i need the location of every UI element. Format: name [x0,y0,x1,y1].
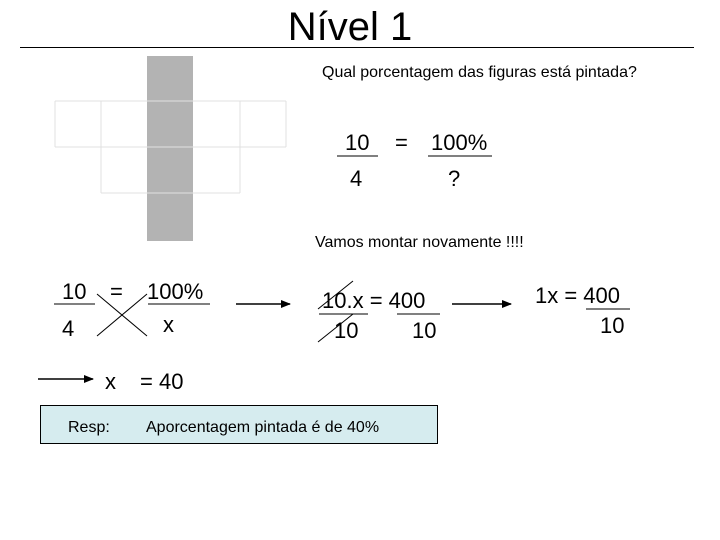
step2-denominator-left: 10 [334,318,359,343]
prop2-numerator-left: 10 [62,279,87,304]
step2-strike-numerator [317,280,354,310]
prop2-denominator-left: 4 [62,316,75,341]
page-title: Nível 1 [287,5,413,49]
prop2-denominator-right: x [163,312,174,337]
answer-box [40,405,438,444]
step3-denominator: 10 [600,313,625,338]
prop1-denominator-right: ? [448,166,461,191]
shaded-column [147,56,193,241]
prop1-denominator-left: 4 [350,166,363,191]
question-text: Qual porcentagem das figuras está pintad… [322,64,637,81]
prop1-equals: = [395,130,408,155]
prop2-equals: = [110,279,123,304]
prop2-numerator-right: 100% [147,279,204,304]
answer-text: Aporcentagem pintada é de 40% [146,419,380,436]
vamos-text: Vamos montar novamente !!!! [315,234,524,251]
title-underline [20,47,694,48]
prop1-numerator-right: 100% [431,130,488,155]
step2-denominator-right: 10 [412,318,437,343]
answer-label: Resp: [68,419,110,436]
step3-numerator: 1x = 400 [535,283,621,308]
grid-lines [54,100,287,194]
cross-line-2 [96,293,148,337]
result-variable: x [105,369,116,394]
prop1-numerator-left: 10 [345,130,370,155]
result-value: = 40 [140,369,184,394]
step2-strike-denominator [317,313,354,343]
